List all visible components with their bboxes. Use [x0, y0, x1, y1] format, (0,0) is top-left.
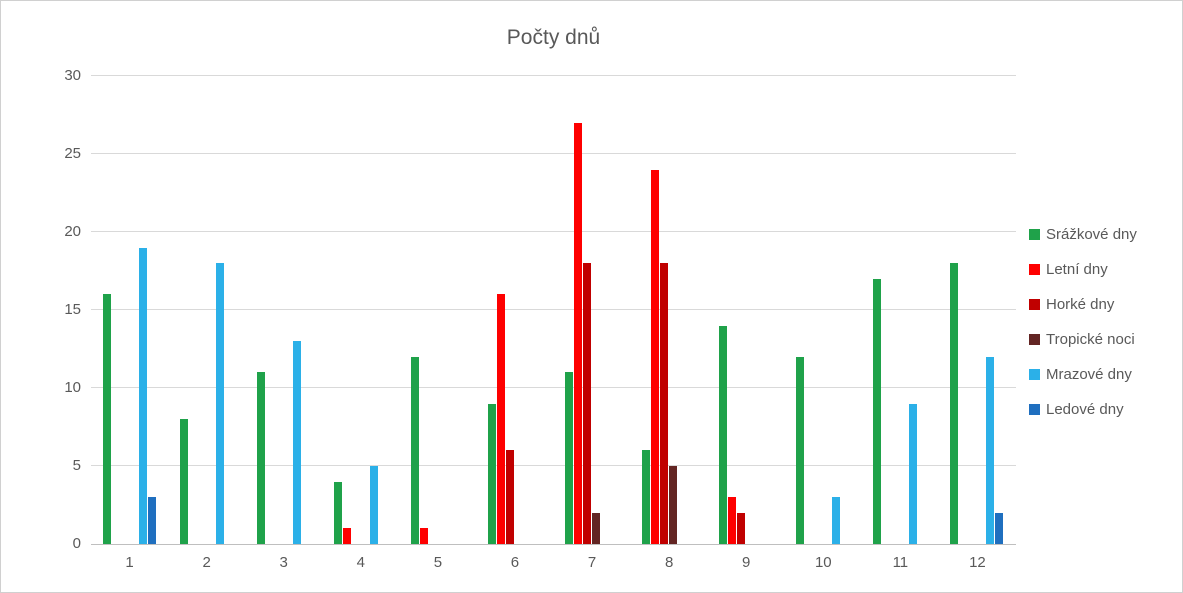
y-tick-label: 10	[64, 379, 81, 396]
legend-swatch-icon	[1029, 298, 1040, 310]
legend-item: Letní dny	[1029, 260, 1137, 278]
bar	[342, 528, 351, 544]
y-tick-label: 5	[72, 457, 81, 474]
bar	[369, 466, 378, 544]
gridline	[91, 75, 1016, 76]
bar	[873, 278, 882, 544]
x-tick-label: 4	[356, 554, 365, 571]
bar	[410, 356, 419, 544]
bar	[215, 263, 224, 544]
category-group	[168, 76, 245, 544]
legend-swatch-icon	[1029, 333, 1040, 345]
gridline	[91, 465, 1016, 466]
bar	[256, 372, 265, 544]
x-tick-label: 7	[587, 554, 597, 571]
bar	[728, 497, 737, 544]
legend-label: Srážkové dny	[1046, 225, 1137, 243]
bar	[796, 356, 805, 544]
legend-item: Mrazové dny	[1029, 365, 1137, 383]
legend-label: Ledové dny	[1046, 400, 1124, 418]
plot-area	[91, 75, 1016, 545]
category-group	[322, 76, 399, 544]
bar	[574, 122, 583, 544]
gridline	[91, 387, 1016, 388]
bar	[496, 294, 505, 544]
bar	[487, 403, 496, 544]
legend-item: Ledové dny	[1029, 400, 1137, 418]
bar	[832, 497, 841, 544]
category-group	[245, 76, 322, 544]
x-axis-line	[91, 544, 1016, 545]
x-tick-label: 5	[433, 554, 443, 571]
y-tick-label: 20	[64, 223, 81, 240]
y-tick-label: 25	[64, 145, 81, 162]
bar	[292, 341, 301, 544]
x-tick-label: 9	[742, 554, 751, 571]
bar	[565, 372, 574, 544]
y-tick-label: 15	[64, 301, 81, 318]
bar	[642, 450, 651, 544]
category-group	[785, 76, 862, 544]
bar	[592, 512, 601, 544]
gridline	[91, 153, 1016, 154]
bar	[669, 466, 678, 544]
category-group	[476, 76, 553, 544]
bar	[147, 497, 156, 544]
y-tick-label: 30	[64, 67, 81, 84]
x-tick-label: 1	[125, 554, 134, 571]
bar	[995, 512, 1004, 544]
x-tick-label: 12	[969, 554, 986, 571]
legend-item: Horké dny	[1029, 295, 1137, 313]
bar	[505, 450, 514, 544]
legend-swatch-icon	[1029, 228, 1040, 240]
legend-swatch-icon	[1029, 263, 1040, 275]
legend-item: Srážkové dny	[1029, 225, 1137, 243]
y-tick-label: 0	[72, 535, 81, 552]
legend-label: Letní dny	[1046, 260, 1108, 278]
x-tick-label: 3	[279, 554, 288, 571]
bar	[651, 169, 660, 544]
category-group	[862, 76, 939, 544]
category-group	[399, 76, 476, 544]
category-group	[939, 76, 1016, 544]
bar	[737, 512, 746, 544]
category-group	[91, 76, 168, 544]
legend-item: Tropické noci	[1029, 330, 1137, 348]
bar	[909, 403, 918, 544]
legend-swatch-icon	[1029, 403, 1040, 415]
bar	[583, 263, 592, 544]
legend: Srážkové dny Letní dny Horké dny Tropické n…	[1029, 225, 1137, 435]
bar	[950, 263, 959, 544]
legend-label: Mrazové dny	[1046, 365, 1132, 383]
legend-label: Horké dny	[1046, 295, 1115, 313]
legend-label: Tropické noci	[1046, 330, 1135, 348]
category-group	[554, 76, 631, 544]
bar	[138, 247, 147, 544]
legend-swatch-icon	[1029, 368, 1040, 380]
x-tick-label: 10	[814, 554, 832, 571]
gridline	[91, 231, 1016, 232]
bar	[986, 356, 995, 544]
bar	[660, 263, 669, 544]
x-tick-label: 11	[892, 554, 909, 571]
y-axis-title: Srážky / mm	[1, 199, 2, 319]
chart-title: Počty dnů	[506, 26, 601, 49]
bar	[102, 294, 111, 544]
category-group	[631, 76, 708, 544]
category-group	[708, 76, 785, 544]
x-tick-label: 2	[202, 554, 211, 571]
bar	[419, 528, 428, 544]
bar	[719, 325, 728, 544]
bar	[179, 419, 188, 544]
x-tick-label: 6	[510, 554, 520, 571]
x-tick-label: 8	[664, 554, 674, 571]
bar	[333, 481, 342, 544]
gridline	[91, 309, 1016, 310]
